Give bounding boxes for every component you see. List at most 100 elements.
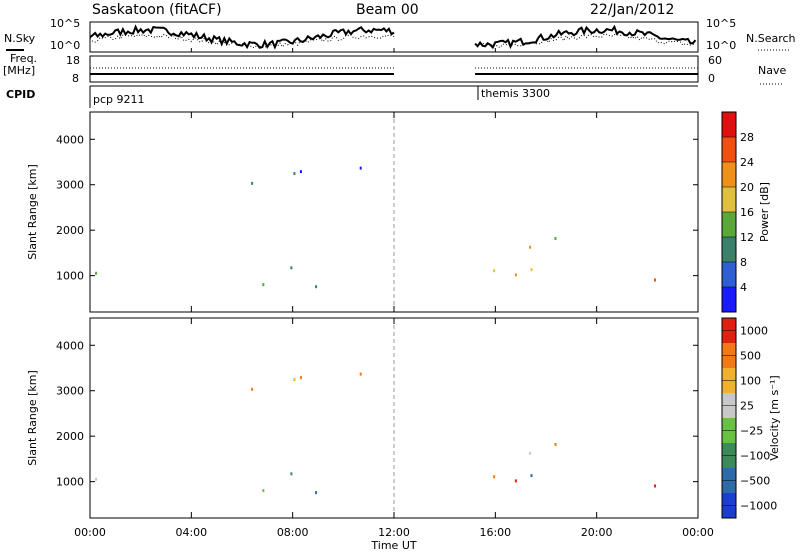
colorbar-tick-label: 20 (740, 181, 754, 194)
nsearch-tick-high: 10^5 (706, 17, 736, 30)
freq-tick-high: 18 (66, 54, 80, 67)
velocity-ylabel: Slant Range [km] (26, 370, 39, 466)
nsky-label: N.Sky (4, 32, 36, 45)
velocity-echo-cells (95, 372, 657, 495)
power-echo (514, 273, 517, 277)
colorbar-segment (722, 262, 736, 287)
range-tick-label: 4000 (56, 339, 84, 352)
velocity-echo (529, 451, 532, 455)
power-echo (554, 237, 557, 241)
date-title: 22/Jan/2012 (590, 2, 674, 18)
station-title: Saskatoon (fitACF) (92, 2, 222, 18)
nave-label: Nave (758, 64, 786, 77)
time-tick-label: 04:00 (175, 526, 207, 539)
power-echo (251, 181, 254, 185)
colorbar-segment (722, 112, 736, 137)
velocity-colorbar: 1000 500 100 25 −25 −100 −500 −1000 (721, 317, 777, 519)
nsky-trace (89, 24, 697, 50)
power-echo-cells (95, 112, 657, 518)
strip-traces (89, 24, 698, 75)
colorbar-tick-label: 100 (740, 375, 761, 388)
velocity-colorbar-label: Velocity [m s⁻¹] (768, 375, 781, 460)
range-tick-label: 3000 (56, 179, 84, 192)
time-tick-label: 16:00 (479, 526, 511, 539)
power-echo (299, 170, 302, 174)
velocity-yticks: 4000 3000 2000 1000 (56, 339, 698, 489)
time-tick-label: 08:00 (277, 526, 309, 539)
colorbar-segment (722, 237, 736, 262)
colorbar-tick-label: 16 (740, 206, 754, 219)
nsky-strip-frame (89, 21, 699, 53)
velocity-panel: Slant Range [km] 4000 3000 2000 1000 1000 50… (26, 317, 781, 519)
velocity-echo (530, 474, 533, 478)
power-echo (493, 269, 496, 273)
power-yticks: 4000 3000 2000 1000 (56, 133, 698, 283)
range-tick-label: 4000 (56, 133, 84, 146)
freq-strip-frame (89, 55, 699, 83)
colorbar-tick-label: 500 (740, 350, 761, 363)
time-tick-label: 12:00 (378, 526, 410, 539)
range-tick-label: 1000 (56, 270, 84, 283)
colorbar-tick-label: 12 (740, 231, 754, 244)
freq-unit-label: [MHz] (3, 64, 35, 77)
colorbar-frame (721, 317, 737, 519)
time-tick-label: 00:00 (74, 526, 106, 539)
range-tick-label: 1000 (56, 476, 84, 489)
velocity-echo (654, 484, 657, 488)
velocity-echo (290, 472, 293, 476)
range-tick-label: 2000 (56, 430, 84, 443)
colorbar-tick-label: −25 (740, 425, 763, 438)
power-echo (529, 245, 532, 249)
freq-label: Freq. (10, 52, 37, 65)
colorbar-segment (722, 162, 736, 187)
colorbar-tick-label: 25 (740, 400, 754, 413)
velocity-echo (514, 479, 517, 483)
velocity-echo (293, 378, 296, 382)
power-echo (293, 172, 296, 176)
velocity-echo (554, 443, 557, 447)
nsearch-label: N.Search (746, 32, 796, 45)
nave-tick-low: 0 (708, 72, 715, 85)
power-echo (654, 278, 657, 282)
cpid-program-1: pcp 9211 (93, 93, 145, 106)
colorbar-segment (722, 187, 736, 212)
range-tick-label: 3000 (56, 385, 84, 398)
velocity-echo (95, 477, 98, 481)
beam-title: Beam 00 (356, 2, 419, 18)
nsky-tick-high: 10^5 (50, 17, 80, 30)
power-colorbar: 28 24 20 16 12 8 4 (721, 111, 754, 313)
time-axis-ticks: 00:00 04:00 08:00 12:00 16:00 20:00 00:00 (74, 48, 714, 539)
cpid-program-2: themis 3300 (481, 87, 550, 100)
power-echo (315, 285, 318, 289)
freq-tick-low: 8 (72, 72, 79, 85)
colorbar-segment (722, 137, 736, 162)
time-tick-label: 20:00 (581, 526, 613, 539)
velocity-echo (493, 475, 496, 479)
power-echo (359, 166, 362, 170)
power-echo (290, 266, 293, 270)
colorbar-tick-label: 4 (740, 281, 747, 294)
colorbar-tick-label: 28 (740, 131, 754, 144)
colorbar-tick-label: 24 (740, 156, 754, 169)
nsky-tick-low: 10^0 (50, 39, 80, 52)
velocity-echo (262, 489, 265, 493)
power-colorbar-label: Power [dB] (758, 182, 771, 242)
colorbar-tick-label: −1000 (740, 500, 777, 513)
nsearch-tick-low: 10^0 (706, 39, 736, 52)
velocity-echo (251, 387, 254, 391)
power-ylabel: Slant Range [km] (26, 164, 39, 260)
colorbar-tick-label: −500 (740, 475, 770, 488)
nave-tick-high: 60 (708, 54, 722, 67)
colorbar-segment (722, 212, 736, 237)
time-tick-label: 00:00 (682, 526, 714, 539)
power-echo (530, 268, 533, 272)
power-echo (262, 283, 265, 287)
power-echo (95, 271, 98, 275)
velocity-echo (299, 376, 302, 380)
colorbar-tick-label: −100 (740, 450, 770, 463)
colorbar-segment (722, 287, 736, 312)
cpid-label: CPID (6, 88, 35, 101)
time-axis-label: Time UT (370, 539, 416, 552)
power-panel: Slant Range [km] 4000 3000 2000 1000 28 24 20… (26, 111, 771, 518)
